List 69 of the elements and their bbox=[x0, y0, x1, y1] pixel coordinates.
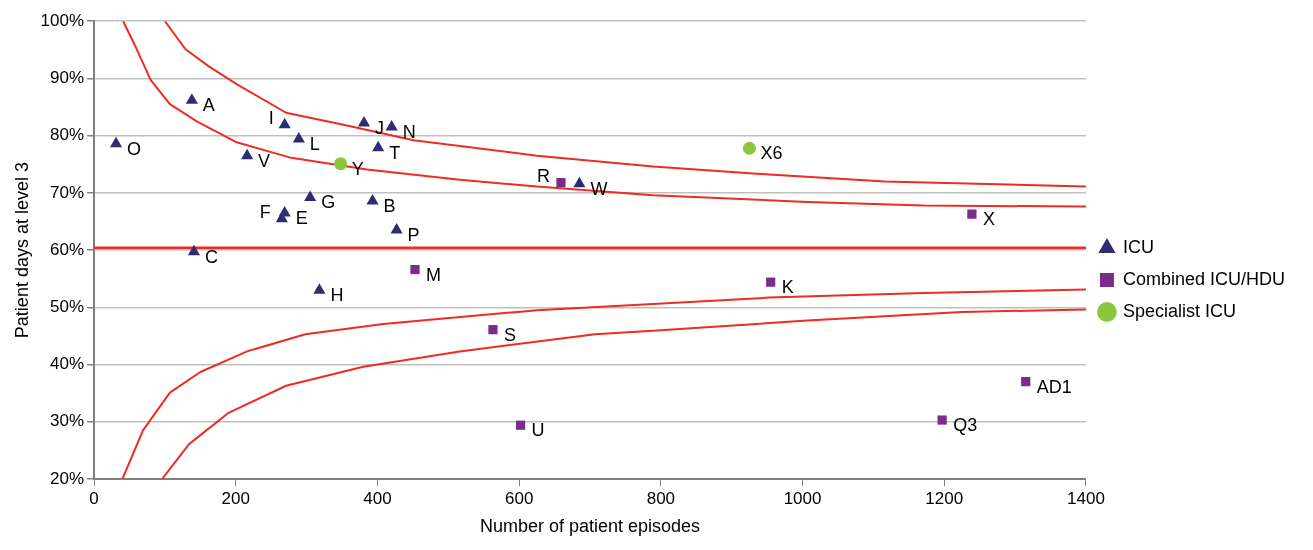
point bbox=[357, 116, 371, 127]
annotation: O bbox=[127, 138, 142, 159]
point bbox=[278, 117, 291, 129]
y-tick-label: 50% bbox=[50, 297, 85, 317]
y-tick-label: 20% bbox=[50, 468, 85, 488]
y-tick-label: 70% bbox=[50, 182, 85, 202]
annotation: N bbox=[402, 122, 416, 143]
point bbox=[556, 177, 566, 188]
annotation: U bbox=[531, 420, 545, 441]
x-tick-label: 0 bbox=[89, 488, 99, 508]
point bbox=[185, 93, 198, 104]
annotation: L bbox=[309, 134, 320, 155]
x-tick-label: 1400 bbox=[1067, 488, 1105, 508]
annotation: X6 bbox=[760, 143, 783, 164]
point bbox=[515, 420, 526, 430]
x-tick-label: 1000 bbox=[783, 488, 822, 508]
annotation: A bbox=[202, 95, 215, 116]
point bbox=[967, 209, 977, 219]
point bbox=[187, 244, 201, 256]
annotation: K bbox=[781, 277, 794, 298]
annotation: H bbox=[330, 285, 344, 306]
x-tick-label: 200 bbox=[221, 488, 250, 508]
point bbox=[313, 283, 326, 294]
point bbox=[241, 148, 254, 160]
point bbox=[372, 140, 385, 152]
x-tick-label: 400 bbox=[363, 488, 392, 508]
point bbox=[304, 190, 317, 201]
annotation: I bbox=[268, 107, 274, 128]
point bbox=[1021, 377, 1031, 387]
annotation: V bbox=[258, 150, 271, 171]
annotation: E bbox=[295, 207, 308, 228]
legend-label: ICU bbox=[1122, 236, 1154, 257]
x-tick-label: 1200 bbox=[925, 488, 964, 508]
point bbox=[390, 223, 403, 234]
point bbox=[109, 136, 123, 148]
y-tick-label: 30% bbox=[50, 411, 85, 431]
x-axis-title: Number of patient episodes bbox=[479, 516, 701, 537]
annotation: B bbox=[383, 195, 396, 216]
y-axis-title: Patient days at level 3 bbox=[11, 162, 32, 339]
point bbox=[573, 176, 586, 188]
point bbox=[366, 193, 379, 205]
annotation: M bbox=[426, 264, 442, 285]
y-tick-label: 40% bbox=[50, 354, 85, 374]
annotation: X bbox=[982, 209, 995, 230]
point bbox=[410, 264, 420, 275]
annotation: C bbox=[204, 246, 218, 267]
point bbox=[334, 157, 348, 171]
annotation: S bbox=[503, 324, 516, 345]
annotation: Q3 bbox=[953, 415, 978, 436]
annotation: T bbox=[389, 142, 401, 163]
y-tick-label: 90% bbox=[50, 68, 85, 88]
x-tick-label: 800 bbox=[646, 488, 676, 508]
annotation: F bbox=[259, 201, 271, 222]
y-tick-label: 60% bbox=[50, 239, 85, 259]
point bbox=[937, 415, 947, 425]
annotation: G bbox=[321, 192, 336, 213]
annotation: P bbox=[407, 225, 420, 246]
x-tick-label: 600 bbox=[504, 488, 534, 508]
point bbox=[742, 141, 756, 155]
y-tick-label: 100% bbox=[40, 10, 85, 30]
point bbox=[292, 132, 305, 143]
y-tick-label: 80% bbox=[50, 125, 85, 145]
legend-label: Specialist ICU bbox=[1122, 300, 1236, 321]
point bbox=[385, 120, 398, 131]
point bbox=[488, 325, 498, 335]
annotation: R bbox=[536, 165, 550, 186]
legend-label: Combined ICU/HDU bbox=[1122, 268, 1285, 289]
annotation: AD1 bbox=[1036, 376, 1072, 397]
point bbox=[766, 277, 776, 287]
